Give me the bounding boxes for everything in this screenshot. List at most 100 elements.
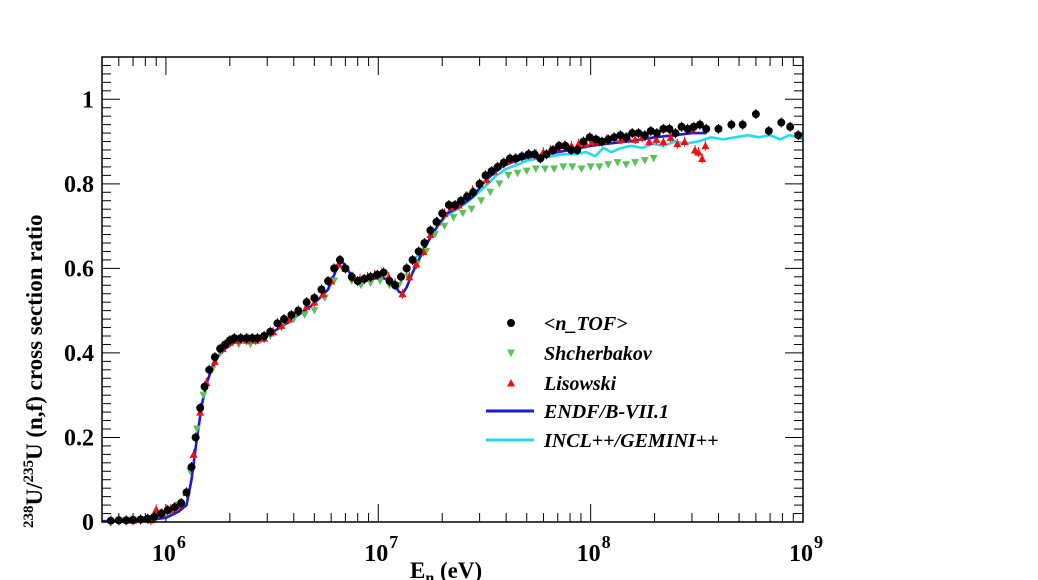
data-point bbox=[330, 264, 339, 273]
data-point bbox=[738, 120, 747, 129]
data-point bbox=[438, 209, 447, 218]
data-point bbox=[106, 516, 115, 525]
y-axis-title-part1: U/ bbox=[22, 482, 47, 506]
data-point bbox=[714, 124, 723, 133]
data-point bbox=[794, 131, 803, 140]
y-axis-title-part2: U (n,f) cross section ratio bbox=[22, 215, 47, 461]
data-point bbox=[634, 129, 643, 138]
data-point bbox=[689, 122, 698, 131]
data-point bbox=[495, 180, 504, 188]
data-point bbox=[187, 463, 196, 472]
data-point bbox=[273, 319, 282, 328]
data-point bbox=[230, 334, 239, 343]
y-tick-label: 0.4 bbox=[64, 341, 94, 367]
data-point bbox=[260, 332, 269, 340]
data-point bbox=[622, 161, 631, 169]
data-point bbox=[504, 171, 513, 180]
data-point bbox=[353, 277, 362, 286]
data-point bbox=[631, 159, 640, 167]
data-point bbox=[200, 382, 209, 391]
y-axis-title-sup1: 238 bbox=[21, 506, 37, 529]
y-axis-title-sup2: 235 bbox=[21, 460, 37, 483]
data-point bbox=[659, 137, 668, 146]
data-point bbox=[550, 165, 559, 174]
data-point bbox=[645, 137, 654, 146]
data-point bbox=[481, 171, 490, 180]
data-point bbox=[122, 516, 131, 525]
data-point bbox=[385, 277, 394, 286]
plot-frame bbox=[101, 56, 804, 523]
data-point bbox=[577, 165, 586, 174]
data-point bbox=[456, 196, 465, 205]
x-tick-label-exponent: 9 bbox=[814, 532, 823, 552]
data-point bbox=[199, 391, 208, 400]
data-point bbox=[412, 260, 421, 268]
x-axis-title-rest: (eV) bbox=[434, 558, 482, 580]
data-point bbox=[477, 197, 486, 205]
data-point bbox=[777, 118, 786, 127]
data-point bbox=[210, 353, 219, 362]
data-point bbox=[542, 150, 551, 159]
x-axis-title-sub: n bbox=[425, 570, 434, 580]
y-tick-label: 1 bbox=[82, 87, 94, 113]
data-point bbox=[266, 327, 275, 336]
data-point bbox=[588, 137, 597, 146]
data-point bbox=[487, 167, 496, 176]
data-point bbox=[196, 403, 205, 412]
data-point bbox=[646, 126, 655, 135]
data-point bbox=[680, 137, 689, 146]
data-point bbox=[549, 146, 558, 154]
data-point bbox=[440, 222, 449, 231]
data-point bbox=[449, 214, 458, 222]
data-point bbox=[585, 133, 594, 142]
data-point bbox=[524, 150, 533, 159]
y-axis-title: 238U/235U (n,f) cross section ratio bbox=[21, 215, 47, 529]
data-point bbox=[189, 450, 198, 458]
data-point bbox=[324, 277, 333, 286]
data-point bbox=[597, 137, 606, 146]
data-point bbox=[277, 321, 286, 329]
x-tick-label-exponent: 7 bbox=[389, 532, 398, 552]
data-point bbox=[617, 135, 626, 143]
x-tick-label-exponent: 8 bbox=[602, 532, 611, 552]
y-tick-label: 0.2 bbox=[64, 425, 94, 451]
data-point bbox=[341, 264, 350, 273]
x-tick-labels: 10 6 10 7 10 8 10 9 bbox=[152, 532, 823, 567]
data-point bbox=[310, 293, 319, 302]
data-point bbox=[671, 129, 680, 138]
data-point bbox=[595, 163, 604, 171]
x-tick-label: 10 bbox=[152, 541, 176, 567]
data-point bbox=[673, 139, 682, 148]
data-point bbox=[541, 165, 550, 174]
plot-series bbox=[101, 109, 804, 526]
data-point bbox=[242, 334, 251, 343]
data-point bbox=[640, 157, 649, 165]
data-point bbox=[613, 159, 622, 167]
data-point bbox=[683, 124, 692, 133]
data-point bbox=[414, 247, 423, 256]
data-point bbox=[287, 310, 296, 319]
data-point bbox=[517, 152, 526, 161]
data-point bbox=[177, 498, 186, 507]
y-tick-label: 0 bbox=[82, 510, 94, 536]
data-point bbox=[701, 141, 710, 150]
data-point bbox=[475, 179, 484, 188]
x-tick-label: 10 bbox=[364, 541, 388, 567]
data-point bbox=[486, 188, 495, 197]
data-point bbox=[458, 209, 467, 218]
data-point bbox=[391, 281, 400, 290]
data-point bbox=[280, 315, 289, 324]
x-tick-label: 10 bbox=[789, 541, 813, 567]
data-point bbox=[505, 154, 514, 163]
data-point bbox=[499, 158, 508, 167]
data-point bbox=[253, 334, 262, 343]
data-point bbox=[531, 165, 540, 174]
legend-marker bbox=[507, 319, 515, 327]
data-point bbox=[163, 506, 172, 515]
legend-label: Lisowski bbox=[543, 373, 617, 395]
data-point bbox=[402, 264, 411, 273]
series-4 bbox=[414, 133, 804, 259]
x-axis-title: En (eV) bbox=[410, 558, 482, 580]
data-point bbox=[360, 274, 369, 283]
